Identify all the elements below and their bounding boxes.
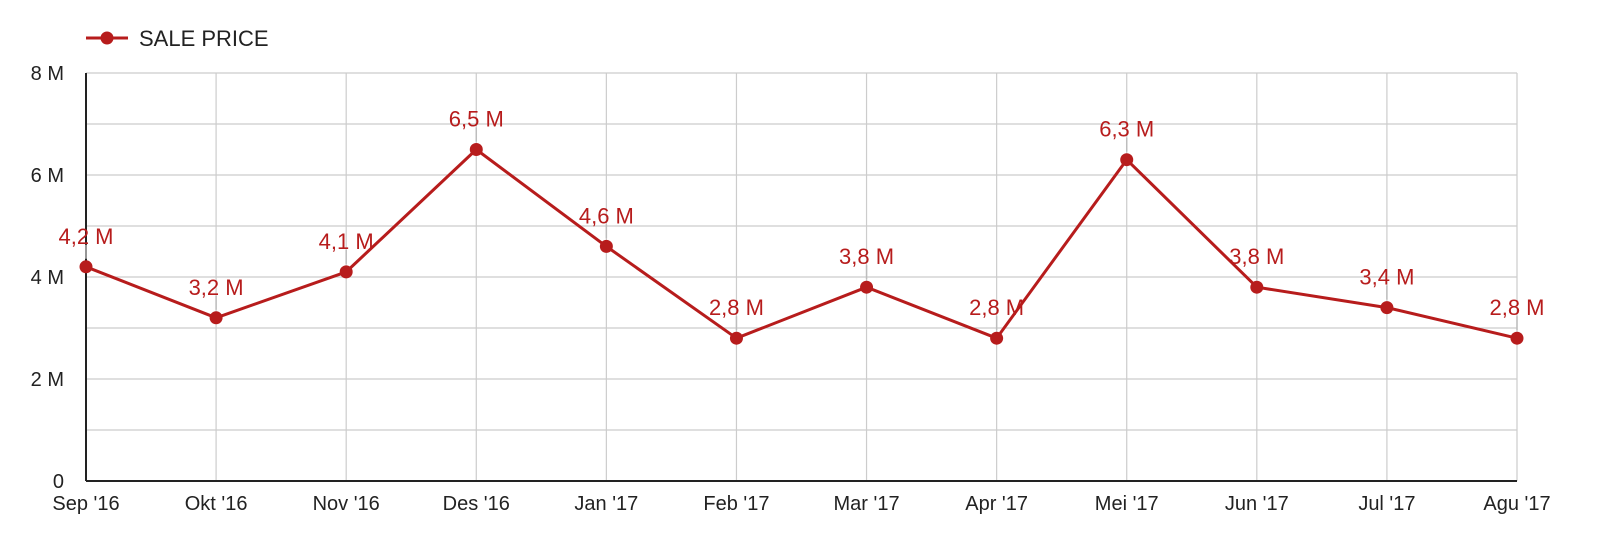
data-label: 3,4 M [1359,265,1414,290]
data-label: 2,8 M [709,295,764,320]
y-tick-label: 8 M [31,63,64,85]
data-label: 3,8 M [839,244,894,269]
x-tick-label: Jan '17 [574,493,638,515]
x-tick-label: Mar '17 [834,493,900,515]
data-point [1120,153,1134,167]
y-tick-label: 6 M [31,165,64,187]
data-label: 6,5 M [449,107,504,132]
series-line [85,148,1518,340]
data-label: 3,2 M [189,275,244,300]
axes [85,73,1517,482]
data-point [990,331,1004,345]
x-tick-label: Sep '16 [52,493,119,515]
x-tick-label: Des '16 [443,493,510,515]
legend-swatch-marker [100,31,114,45]
x-tick-label: Nov '16 [313,493,380,515]
data-label: 4,6 M [579,203,634,228]
data-point [469,143,483,156]
y-tick-label: 2 M [31,369,64,391]
data-point [79,260,93,274]
x-tick-label: Jun '17 [1225,493,1289,515]
data-point [1380,301,1394,315]
series-sale-price [85,148,1518,340]
x-tick-label: Feb '17 [703,493,769,515]
data-point [599,239,613,253]
data-points [79,143,1524,345]
x-tick-label: Okt '16 [185,493,248,515]
x-tick-label: Agu '17 [1483,493,1550,515]
data-label: 4,2 M [58,224,113,249]
y-tick-label: 0 [53,471,64,493]
x-axis-tick-labels: Sep '16 Okt '16 Nov '16 Des '16 Jan '17 Feb '… [52,493,1550,515]
data-point [1510,331,1524,345]
data-point [1250,280,1264,294]
y-axis-tick-labels: 0 2 M 4 M 6 M 8 M [31,63,64,493]
y-tick-label: 4 M [31,267,64,289]
legend: SALE PRICE [86,26,269,51]
x-tick-label: Mei '17 [1095,493,1159,515]
data-label: 4,1 M [319,229,374,254]
gridlines [86,72,1518,481]
data-point [339,265,353,279]
data-point [860,280,874,294]
x-tick-label: Jul '17 [1358,493,1415,515]
x-tick-label: Apr '17 [965,493,1028,515]
data-point [729,331,743,345]
data-label: 6,3 M [1099,117,1154,142]
data-label-leaders [85,127,1518,331]
data-label: 2,8 M [969,295,1024,320]
data-label: 2,8 M [1489,295,1544,320]
data-point [209,311,223,325]
data-labels: 4,2 M 3,2 M 4,1 M 6,5 M 4,6 M 2,8 M 3,8 M 2,8 M… [58,107,1544,321]
legend-label: SALE PRICE [139,26,269,51]
data-label: 3,8 M [1229,244,1284,269]
